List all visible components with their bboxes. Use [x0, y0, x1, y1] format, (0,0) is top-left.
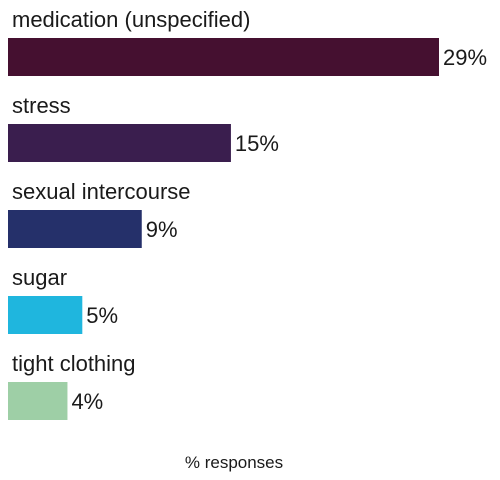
- bar-sexual-intercourse: [8, 210, 142, 248]
- value-label-tight-clothing: 4%: [71, 389, 103, 414]
- category-label-stress: stress: [12, 93, 71, 118]
- category-label-medication-unspecified: medication (unspecified): [12, 7, 250, 32]
- bar-tight-clothing: [8, 382, 68, 420]
- value-label-medication-unspecified: 29%: [443, 45, 487, 70]
- x-axis-label: % responses: [185, 453, 283, 472]
- category-label-sugar: sugar: [12, 265, 67, 290]
- bar-stress: [8, 124, 231, 162]
- bars-layer: medication (unspecified) 29% stress 15% sexu…: [8, 7, 487, 420]
- value-label-sexual-intercourse: 9%: [146, 217, 178, 242]
- value-label-stress: 15%: [235, 131, 279, 156]
- bar-medication-unspecified: [8, 38, 439, 76]
- bar-sugar: [8, 296, 83, 334]
- category-label-tight-clothing: tight clothing: [12, 351, 136, 376]
- value-label-sugar: 5%: [86, 303, 118, 328]
- category-label-sexual-intercourse: sexual intercourse: [12, 179, 191, 204]
